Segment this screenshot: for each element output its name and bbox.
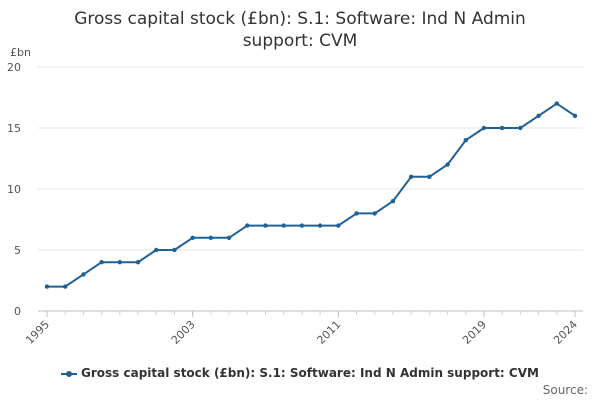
data-point-2022[interactable]	[536, 113, 541, 119]
data-point-2004[interactable]	[208, 235, 214, 240]
data-point-1997[interactable]	[81, 272, 86, 277]
data-point-2006[interactable]	[245, 223, 250, 228]
data-point-2009[interactable]	[299, 223, 305, 228]
data-point-2005[interactable]	[226, 235, 232, 240]
data-point-2002[interactable]	[172, 247, 177, 253]
y-tick-label-10: 10	[7, 183, 21, 196]
data-point-2010[interactable]	[317, 223, 323, 228]
y-tick-label-5: 5	[14, 244, 21, 257]
data-point-2008[interactable]	[281, 223, 286, 228]
data-point-2000[interactable]	[135, 260, 141, 265]
legend[interactable]: Gross capital stock (£bn): S.1: Software…	[0, 366, 600, 380]
data-point-1996[interactable]	[63, 284, 68, 289]
x-tick-label-2003: 2003	[169, 318, 198, 347]
data-point-2023[interactable]	[554, 101, 559, 106]
x-tick-label-2024: 2024	[551, 318, 580, 347]
data-point-1998[interactable]	[99, 260, 104, 265]
data-point-2011[interactable]	[336, 223, 341, 228]
data-point-2003[interactable]	[190, 235, 195, 240]
data-point-2012[interactable]	[354, 211, 359, 216]
data-point-2020[interactable]	[499, 125, 505, 131]
data-point-1999[interactable]	[117, 260, 123, 265]
data-point-2021[interactable]	[518, 125, 523, 131]
data-point-2016[interactable]	[427, 174, 432, 179]
data-point-1995[interactable]	[44, 284, 50, 289]
data-point-2001[interactable]	[154, 247, 159, 253]
source-label: Source:	[542, 383, 588, 397]
series-line-0	[47, 102, 576, 288]
y-axis-label: £bn	[10, 46, 31, 59]
y-tick-label-0: 0	[14, 305, 21, 318]
legend-swatch-icon	[61, 369, 78, 379]
y-tick-label-20: 20	[7, 61, 21, 74]
data-point-2019[interactable]	[481, 125, 487, 131]
data-point-2015[interactable]	[408, 174, 414, 179]
data-point-2018[interactable]	[463, 138, 468, 143]
legend-label: Gross capital stock (£bn): S.1: Software…	[81, 366, 539, 380]
data-point-2014[interactable]	[390, 199, 396, 204]
x-tick-label-2019: 2019	[460, 318, 489, 347]
series-layer	[44, 101, 578, 289]
data-point-2007[interactable]	[263, 223, 268, 228]
data-point-2017[interactable]	[445, 162, 450, 167]
x-tick-label-2011: 2011	[314, 318, 343, 347]
axes: 0 5 10 15 20 1995 2003 2011 2019 2024	[7, 61, 583, 347]
data-point-2013[interactable]	[372, 211, 377, 216]
chart-title: Gross capital stock (£bn): S.1: Software…	[74, 9, 526, 51]
y-tick-label-15: 15	[7, 122, 21, 135]
gridlines	[38, 66, 583, 251]
data-point-2024[interactable]	[572, 113, 578, 119]
x-tick-label-1995: 1995	[23, 318, 52, 347]
